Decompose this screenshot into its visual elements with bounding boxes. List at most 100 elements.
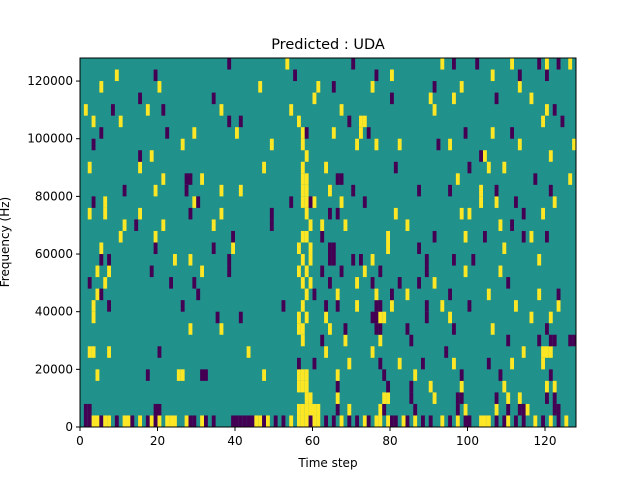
heatmap-cell bbox=[114, 69, 119, 82]
heatmap-cell bbox=[320, 219, 325, 231]
heatmap-cell bbox=[467, 300, 472, 312]
heatmap-cell bbox=[390, 288, 394, 301]
heatmap-cell bbox=[448, 184, 452, 197]
heatmap-cell bbox=[192, 196, 197, 208]
heatmap-cell bbox=[211, 219, 216, 231]
heatmap-cell bbox=[514, 415, 518, 427]
heatmap-cell bbox=[219, 184, 224, 197]
heatmap-cell bbox=[300, 173, 305, 185]
heatmap-cell bbox=[378, 323, 383, 335]
heatmap-cell bbox=[235, 415, 239, 427]
heatmap-cell bbox=[459, 392, 464, 404]
heatmap-cell bbox=[548, 334, 553, 347]
heatmap-cell bbox=[320, 230, 325, 243]
heatmap-cell bbox=[339, 104, 344, 116]
heatmap-cell bbox=[498, 219, 503, 231]
heatmap-cell bbox=[312, 196, 317, 208]
heatmap-cell bbox=[153, 242, 158, 255]
plot-area bbox=[79, 57, 577, 428]
heatmap-cell bbox=[568, 173, 573, 185]
heatmap-cell bbox=[308, 392, 313, 404]
heatmap-cell bbox=[390, 415, 394, 427]
heatmap-cell bbox=[545, 58, 549, 70]
heatmap-cell bbox=[91, 138, 96, 151]
heatmap-cell bbox=[289, 104, 294, 116]
heatmap-cell bbox=[552, 334, 557, 347]
heatmap-cell bbox=[506, 277, 511, 289]
heatmap-cell bbox=[308, 254, 313, 266]
heatmap-cell bbox=[510, 127, 514, 139]
heatmap-cell bbox=[192, 127, 197, 139]
heatmap-cell bbox=[440, 300, 445, 312]
heatmap-cell bbox=[300, 380, 305, 393]
heatmap-cell bbox=[467, 207, 472, 220]
heatmap-cell bbox=[452, 357, 456, 370]
heatmap-cell bbox=[297, 403, 301, 416]
heatmap-cell bbox=[545, 380, 549, 393]
heatmap-cell bbox=[541, 207, 545, 220]
heatmap-cell bbox=[541, 115, 545, 128]
heatmap-cell bbox=[227, 115, 232, 128]
heatmap-cell bbox=[103, 196, 108, 208]
heatmap-cell bbox=[467, 415, 472, 427]
heatmap-cell bbox=[304, 380, 309, 393]
heatmap-cell bbox=[328, 323, 332, 335]
heatmap-cell bbox=[246, 415, 251, 427]
heatmap-cell bbox=[324, 346, 328, 358]
heatmap-cell bbox=[184, 184, 189, 197]
heatmap-cell bbox=[506, 392, 511, 404]
heatmap-cell bbox=[517, 69, 522, 82]
heatmap-cell bbox=[378, 265, 383, 278]
heatmap-cell bbox=[475, 58, 480, 70]
heatmap-cell bbox=[83, 415, 88, 427]
heatmap-cell bbox=[517, 403, 522, 416]
heatmap-cell bbox=[452, 58, 456, 70]
heatmap-cell bbox=[266, 415, 270, 427]
heatmap-cell bbox=[452, 92, 456, 105]
heatmap-cell bbox=[552, 392, 557, 404]
heatmap-cell bbox=[362, 196, 367, 208]
heatmap-cell bbox=[374, 138, 379, 151]
heatmap-cell bbox=[126, 415, 131, 427]
heatmap-cell bbox=[448, 311, 452, 324]
heatmap-cell bbox=[459, 369, 464, 381]
heatmap-cell bbox=[95, 288, 100, 301]
heatmap-cell bbox=[231, 242, 235, 255]
heatmap-cell bbox=[107, 346, 111, 358]
heatmap-cell bbox=[297, 311, 301, 324]
heatmap-cell bbox=[328, 242, 332, 255]
heatmap-cell bbox=[378, 403, 383, 416]
heatmap-cell bbox=[510, 219, 514, 231]
heatmap-cell bbox=[99, 81, 104, 93]
heatmap-cell bbox=[448, 138, 452, 151]
heatmap-cell bbox=[409, 380, 414, 393]
heatmap-cell bbox=[548, 184, 553, 197]
heatmap-cell bbox=[138, 415, 142, 427]
heatmap-cell bbox=[87, 207, 92, 220]
heatmap-cell bbox=[537, 58, 542, 70]
heatmap-cell bbox=[432, 81, 437, 93]
heatmap-cell bbox=[300, 334, 305, 347]
heatmap-cell bbox=[297, 357, 301, 370]
heatmap-cell bbox=[510, 357, 514, 370]
heatmap-cell bbox=[304, 265, 309, 278]
heatmap-cell bbox=[467, 161, 472, 174]
heatmap-cell bbox=[103, 207, 108, 220]
heatmap-cell bbox=[397, 138, 402, 151]
heatmap-cell bbox=[339, 415, 344, 427]
heatmap-cell bbox=[107, 415, 111, 427]
heatmap-cell bbox=[169, 415, 173, 427]
heatmap-cell bbox=[169, 277, 173, 289]
heatmap-cell bbox=[556, 403, 561, 416]
heatmap-cell bbox=[506, 403, 511, 416]
heatmap-cell bbox=[552, 104, 557, 116]
heatmap-cell bbox=[153, 184, 158, 197]
heatmap-cell bbox=[432, 104, 437, 116]
heatmap-cell bbox=[486, 415, 491, 427]
heatmap-cell bbox=[211, 92, 216, 105]
heatmap-cell bbox=[359, 127, 363, 139]
heatmap-cell bbox=[262, 161, 266, 174]
heatmap-cell bbox=[161, 173, 166, 185]
heatmap-cell bbox=[304, 196, 309, 208]
